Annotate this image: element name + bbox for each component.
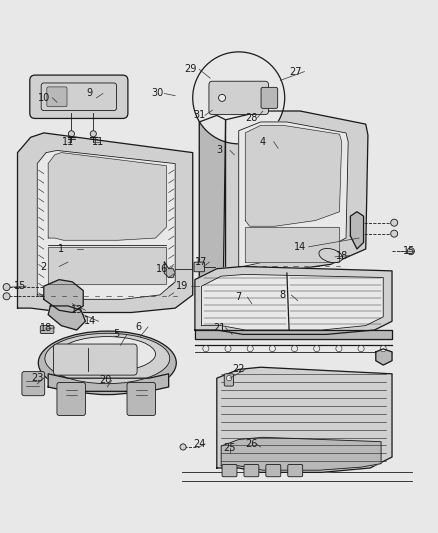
Text: 19: 19: [176, 281, 188, 291]
Polygon shape: [44, 280, 83, 312]
Polygon shape: [201, 274, 383, 330]
Circle shape: [225, 345, 231, 352]
Text: 10: 10: [38, 93, 50, 103]
Ellipse shape: [39, 331, 176, 394]
Text: 13: 13: [71, 305, 83, 316]
Text: 15: 15: [403, 246, 416, 256]
Polygon shape: [223, 111, 368, 278]
Text: 4: 4: [260, 136, 266, 147]
Polygon shape: [221, 437, 381, 470]
FancyBboxPatch shape: [22, 372, 45, 395]
Polygon shape: [164, 262, 175, 278]
Text: 11: 11: [92, 136, 105, 147]
Text: 3: 3: [216, 146, 222, 156]
Polygon shape: [48, 152, 166, 240]
Text: 26: 26: [246, 439, 258, 449]
Circle shape: [203, 345, 209, 352]
Text: 30: 30: [152, 88, 164, 99]
FancyBboxPatch shape: [244, 464, 259, 477]
Text: 14: 14: [294, 242, 306, 252]
Circle shape: [391, 219, 398, 226]
FancyBboxPatch shape: [57, 383, 85, 415]
Circle shape: [180, 444, 186, 450]
Circle shape: [68, 131, 74, 137]
Polygon shape: [48, 374, 169, 391]
Polygon shape: [48, 247, 166, 284]
Ellipse shape: [59, 336, 155, 372]
Polygon shape: [239, 122, 348, 266]
Circle shape: [407, 248, 414, 255]
Circle shape: [90, 131, 96, 137]
Polygon shape: [195, 266, 392, 334]
Polygon shape: [48, 306, 85, 330]
Text: 22: 22: [233, 365, 245, 374]
Polygon shape: [245, 125, 342, 226]
FancyBboxPatch shape: [266, 464, 281, 477]
Circle shape: [380, 345, 386, 352]
Circle shape: [358, 345, 364, 352]
Text: 20: 20: [99, 375, 111, 385]
Polygon shape: [217, 367, 392, 472]
Circle shape: [269, 345, 276, 352]
Text: 23: 23: [31, 373, 43, 383]
Circle shape: [247, 345, 253, 352]
Text: 8: 8: [279, 290, 286, 300]
Text: 18: 18: [40, 323, 52, 333]
FancyBboxPatch shape: [261, 87, 278, 108]
Text: 27: 27: [290, 67, 302, 77]
Polygon shape: [18, 133, 193, 312]
Text: 17: 17: [195, 257, 208, 267]
FancyBboxPatch shape: [209, 81, 268, 115]
Polygon shape: [195, 330, 392, 339]
FancyBboxPatch shape: [127, 383, 155, 415]
Text: 9: 9: [87, 88, 93, 99]
Text: 7: 7: [236, 292, 242, 302]
FancyBboxPatch shape: [30, 75, 128, 118]
Text: 14: 14: [84, 316, 96, 326]
Ellipse shape: [45, 333, 170, 384]
FancyBboxPatch shape: [288, 464, 303, 477]
Polygon shape: [245, 227, 339, 262]
Polygon shape: [199, 115, 226, 278]
Polygon shape: [350, 212, 364, 249]
FancyBboxPatch shape: [53, 344, 137, 375]
Text: 15: 15: [14, 281, 26, 291]
Text: 31: 31: [193, 110, 205, 120]
Text: 29: 29: [184, 64, 197, 75]
Text: 21: 21: [213, 323, 225, 333]
Text: 5: 5: [113, 329, 119, 340]
Text: 2: 2: [41, 262, 47, 271]
FancyBboxPatch shape: [47, 87, 67, 107]
Polygon shape: [376, 349, 392, 365]
FancyBboxPatch shape: [40, 326, 54, 334]
Circle shape: [193, 52, 285, 144]
Circle shape: [226, 376, 232, 381]
Polygon shape: [37, 150, 175, 300]
Text: 11: 11: [62, 136, 74, 147]
FancyBboxPatch shape: [224, 374, 233, 386]
Circle shape: [336, 345, 342, 352]
Circle shape: [391, 230, 398, 237]
Circle shape: [314, 345, 320, 352]
Circle shape: [292, 345, 297, 352]
Text: 6: 6: [135, 322, 141, 332]
Circle shape: [3, 293, 10, 300]
Text: 18: 18: [336, 251, 348, 261]
FancyBboxPatch shape: [194, 262, 205, 272]
Text: 25: 25: [224, 443, 236, 453]
Circle shape: [219, 94, 226, 101]
Ellipse shape: [319, 248, 343, 263]
FancyBboxPatch shape: [222, 464, 237, 477]
Text: 24: 24: [193, 439, 205, 449]
Text: 16: 16: [156, 264, 168, 273]
Circle shape: [3, 284, 10, 290]
Text: 28: 28: [246, 112, 258, 123]
Text: 1: 1: [58, 244, 64, 254]
